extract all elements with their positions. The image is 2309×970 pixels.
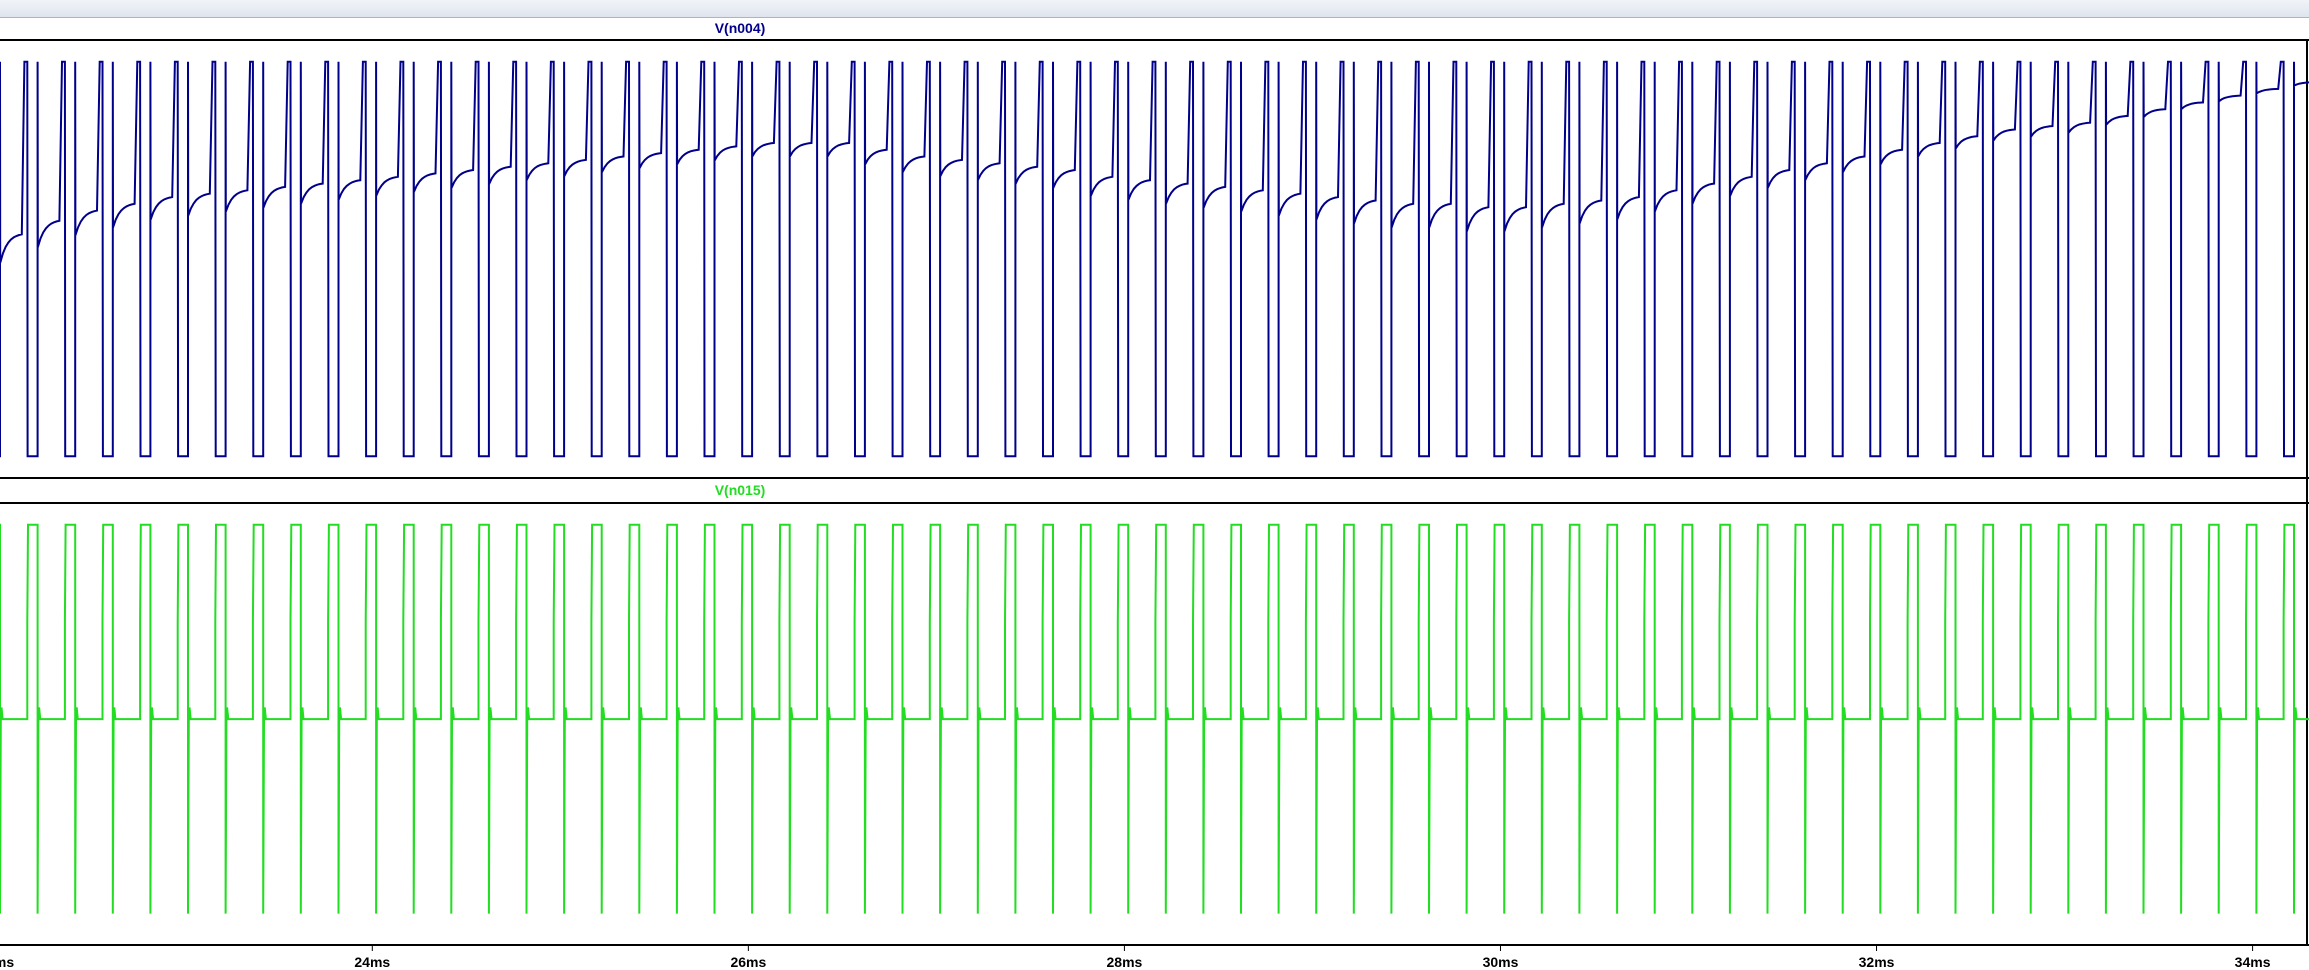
x-tick-label: 28ms — [1107, 954, 1143, 970]
trace-v-n015-line — [0, 523, 2309, 914]
x-tick-label: 34ms — [2235, 954, 2271, 970]
x-tick-label: 22ms — [0, 954, 14, 970]
x-tick-label: 30ms — [1483, 954, 1519, 970]
window-toolbar — [0, 0, 2309, 18]
x-tick-label: 24ms — [354, 954, 390, 970]
x-tick-label: 32ms — [1859, 954, 1895, 970]
trace-label-1: V(n004) — [715, 20, 766, 36]
x-tick-label: 26ms — [730, 954, 766, 970]
trace-label-2: V(n015) — [715, 482, 766, 498]
trace-v-n004-line — [0, 60, 2309, 458]
